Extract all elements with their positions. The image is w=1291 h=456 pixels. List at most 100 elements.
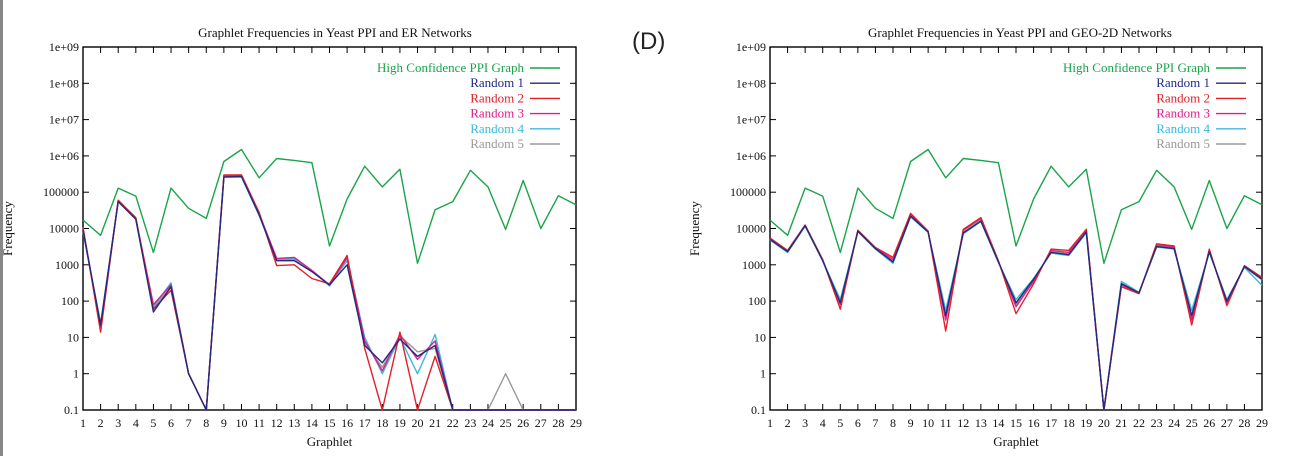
- c1-y-tick-label: 1000: [742, 258, 766, 272]
- c1-x-tick-label: 7: [872, 416, 878, 430]
- c0-y-tick-label: 1e+08: [49, 76, 79, 90]
- c0-x-axis-label: Graphlet: [307, 434, 353, 449]
- c1-y-tick-label: 1e+09: [736, 40, 766, 54]
- c0-x-tick-label: 24: [482, 416, 494, 430]
- c0-x-tick-label: 8: [203, 416, 209, 430]
- c0-x-tick-label: 27: [535, 416, 547, 430]
- c1-x-tick-label: 25: [1186, 416, 1198, 430]
- c0-x-tick-label: 6: [168, 416, 174, 430]
- panel-label: (D): [632, 28, 666, 55]
- c0-x-tick-label: 18: [376, 416, 388, 430]
- c1-y-tick-label: 1e+06: [736, 149, 766, 163]
- c1-legend-label: Random 1: [1156, 75, 1210, 90]
- c1-x-axis-label: Graphlet: [993, 434, 1039, 449]
- c1-y-tick-label: 100: [748, 294, 766, 308]
- c0-x-tick-label: 29: [570, 416, 582, 430]
- c1-x-tick-label: 24: [1168, 416, 1180, 430]
- c1-x-tick-label: 19: [1080, 416, 1092, 430]
- c0-y-tick-label: 1e+06: [49, 149, 79, 163]
- c1-x-tick-label: 13: [975, 416, 987, 430]
- c1-legend-label: Random 3: [1156, 106, 1210, 121]
- c0-y-tick-label: 10: [67, 330, 79, 344]
- c0-x-tick-label: 23: [464, 416, 476, 430]
- c0-x-tick-label: 22: [447, 416, 459, 430]
- c1-x-tick-label: 23: [1151, 416, 1163, 430]
- c1-x-tick-label: 15: [1010, 416, 1022, 430]
- c0-x-tick-label: 13: [288, 416, 300, 430]
- c0-y-tick-label: 1: [73, 367, 79, 381]
- c0-chart-title: Graphlet Frequencies in Yeast PPI and ER…: [198, 25, 472, 40]
- c0-x-tick-label: 17: [359, 416, 371, 430]
- c1-x-tick-label: 28: [1238, 416, 1250, 430]
- c0-x-tick-label: 21: [429, 416, 441, 430]
- c0-y-tick-label: 1e+09: [49, 40, 79, 54]
- c0-legend-label: Random 2: [470, 90, 524, 105]
- c1-x-tick-label: 8: [890, 416, 896, 430]
- c1-x-tick-label: 21: [1115, 416, 1127, 430]
- c1-y-tick-label: 0.1: [751, 403, 766, 417]
- c0-x-tick-label: 11: [253, 416, 265, 430]
- c1-x-tick-label: 26: [1203, 416, 1215, 430]
- c0-y-tick-label: 10000: [49, 222, 79, 236]
- c1-legend-label: Random 5: [1156, 136, 1210, 151]
- c0-x-tick-label: 26: [517, 416, 529, 430]
- c1-x-tick-label: 29: [1256, 416, 1268, 430]
- c1-series-line-high-confidence-ppi-graph: [769, 148, 1263, 264]
- c1-x-tick-label: 5: [837, 416, 843, 430]
- c1-y-tick-label: 1: [760, 367, 766, 381]
- c0-x-tick-label: 28: [552, 416, 564, 430]
- c0-x-tick-label: 1: [80, 416, 86, 430]
- c0-y-tick-label: 1e+07: [49, 113, 79, 127]
- chart-er: Graphlet Frequencies in Yeast PPI and ER…: [0, 25, 582, 449]
- c1-x-tick-label: 18: [1063, 416, 1075, 430]
- c1-x-tick-label: 27: [1221, 416, 1233, 430]
- c0-x-tick-label: 25: [500, 416, 512, 430]
- c0-y-tick-label: 100: [61, 294, 79, 308]
- c0-legend-label: Random 1: [470, 75, 524, 90]
- c1-y-axis-label: Frequency: [687, 201, 702, 256]
- c0-legend-label: High Confidence PPI Graph: [377, 60, 524, 75]
- c0-x-tick-label: 4: [133, 416, 139, 430]
- c0-x-tick-label: 2: [98, 416, 104, 430]
- c0-x-tick-label: 7: [186, 416, 192, 430]
- panel-edge: [0, 0, 3, 456]
- c0-x-tick-label: 5: [150, 416, 156, 430]
- c0-x-tick-label: 20: [412, 416, 424, 430]
- c1-legend-label: High Confidence PPI Graph: [1063, 60, 1210, 75]
- c1-legend-label: Random 4: [1156, 121, 1210, 136]
- c1-chart-title: Graphlet Frequencies in Yeast PPI and GE…: [868, 25, 1172, 40]
- c0-legend-label: Random 3: [470, 106, 524, 121]
- c1-x-tick-label: 10: [922, 416, 934, 430]
- c1-y-tick-label: 10000: [736, 222, 766, 236]
- c0-series-line-random-1: [82, 175, 576, 411]
- c1-x-tick-label: 14: [992, 416, 1004, 430]
- c0-x-tick-label: 19: [394, 416, 406, 430]
- c1-x-tick-label: 9: [908, 416, 914, 430]
- c1-x-tick-label: 4: [820, 416, 826, 430]
- c1-x-tick-label: 6: [855, 416, 861, 430]
- c0-x-tick-label: 10: [235, 416, 247, 430]
- c0-y-axis-label: Frequency: [0, 201, 15, 256]
- c1-y-tick-label: 1e+07: [736, 113, 766, 127]
- c1-x-tick-label: 11: [940, 416, 952, 430]
- c0-x-tick-label: 12: [271, 416, 283, 430]
- c0-x-tick-label: 14: [306, 416, 318, 430]
- c1-y-tick-label: 100000: [730, 185, 766, 199]
- c1-x-tick-label: 12: [957, 416, 969, 430]
- c1-x-tick-label: 3: [802, 416, 808, 430]
- c1-x-tick-label: 20: [1098, 416, 1110, 430]
- c1-legend-label: Random 2: [1156, 90, 1210, 105]
- c0-y-tick-label: 0.1: [64, 403, 79, 417]
- c1-y-tick-label: 1e+08: [736, 76, 766, 90]
- c0-x-tick-label: 15: [324, 416, 336, 430]
- c0-x-tick-label: 3: [115, 416, 121, 430]
- c0-legend-label: Random 5: [470, 136, 524, 151]
- c0-y-tick-label: 1000: [55, 258, 79, 272]
- c1-x-tick-label: 17: [1045, 416, 1057, 430]
- c0-series-line-high-confidence-ppi-graph: [82, 148, 577, 264]
- c1-x-tick-label: 1: [767, 416, 773, 430]
- c1-x-tick-label: 16: [1028, 416, 1040, 430]
- c0-x-tick-label: 9: [221, 416, 227, 430]
- c1-x-tick-label: 22: [1133, 416, 1145, 430]
- c1-y-tick-label: 10: [754, 330, 766, 344]
